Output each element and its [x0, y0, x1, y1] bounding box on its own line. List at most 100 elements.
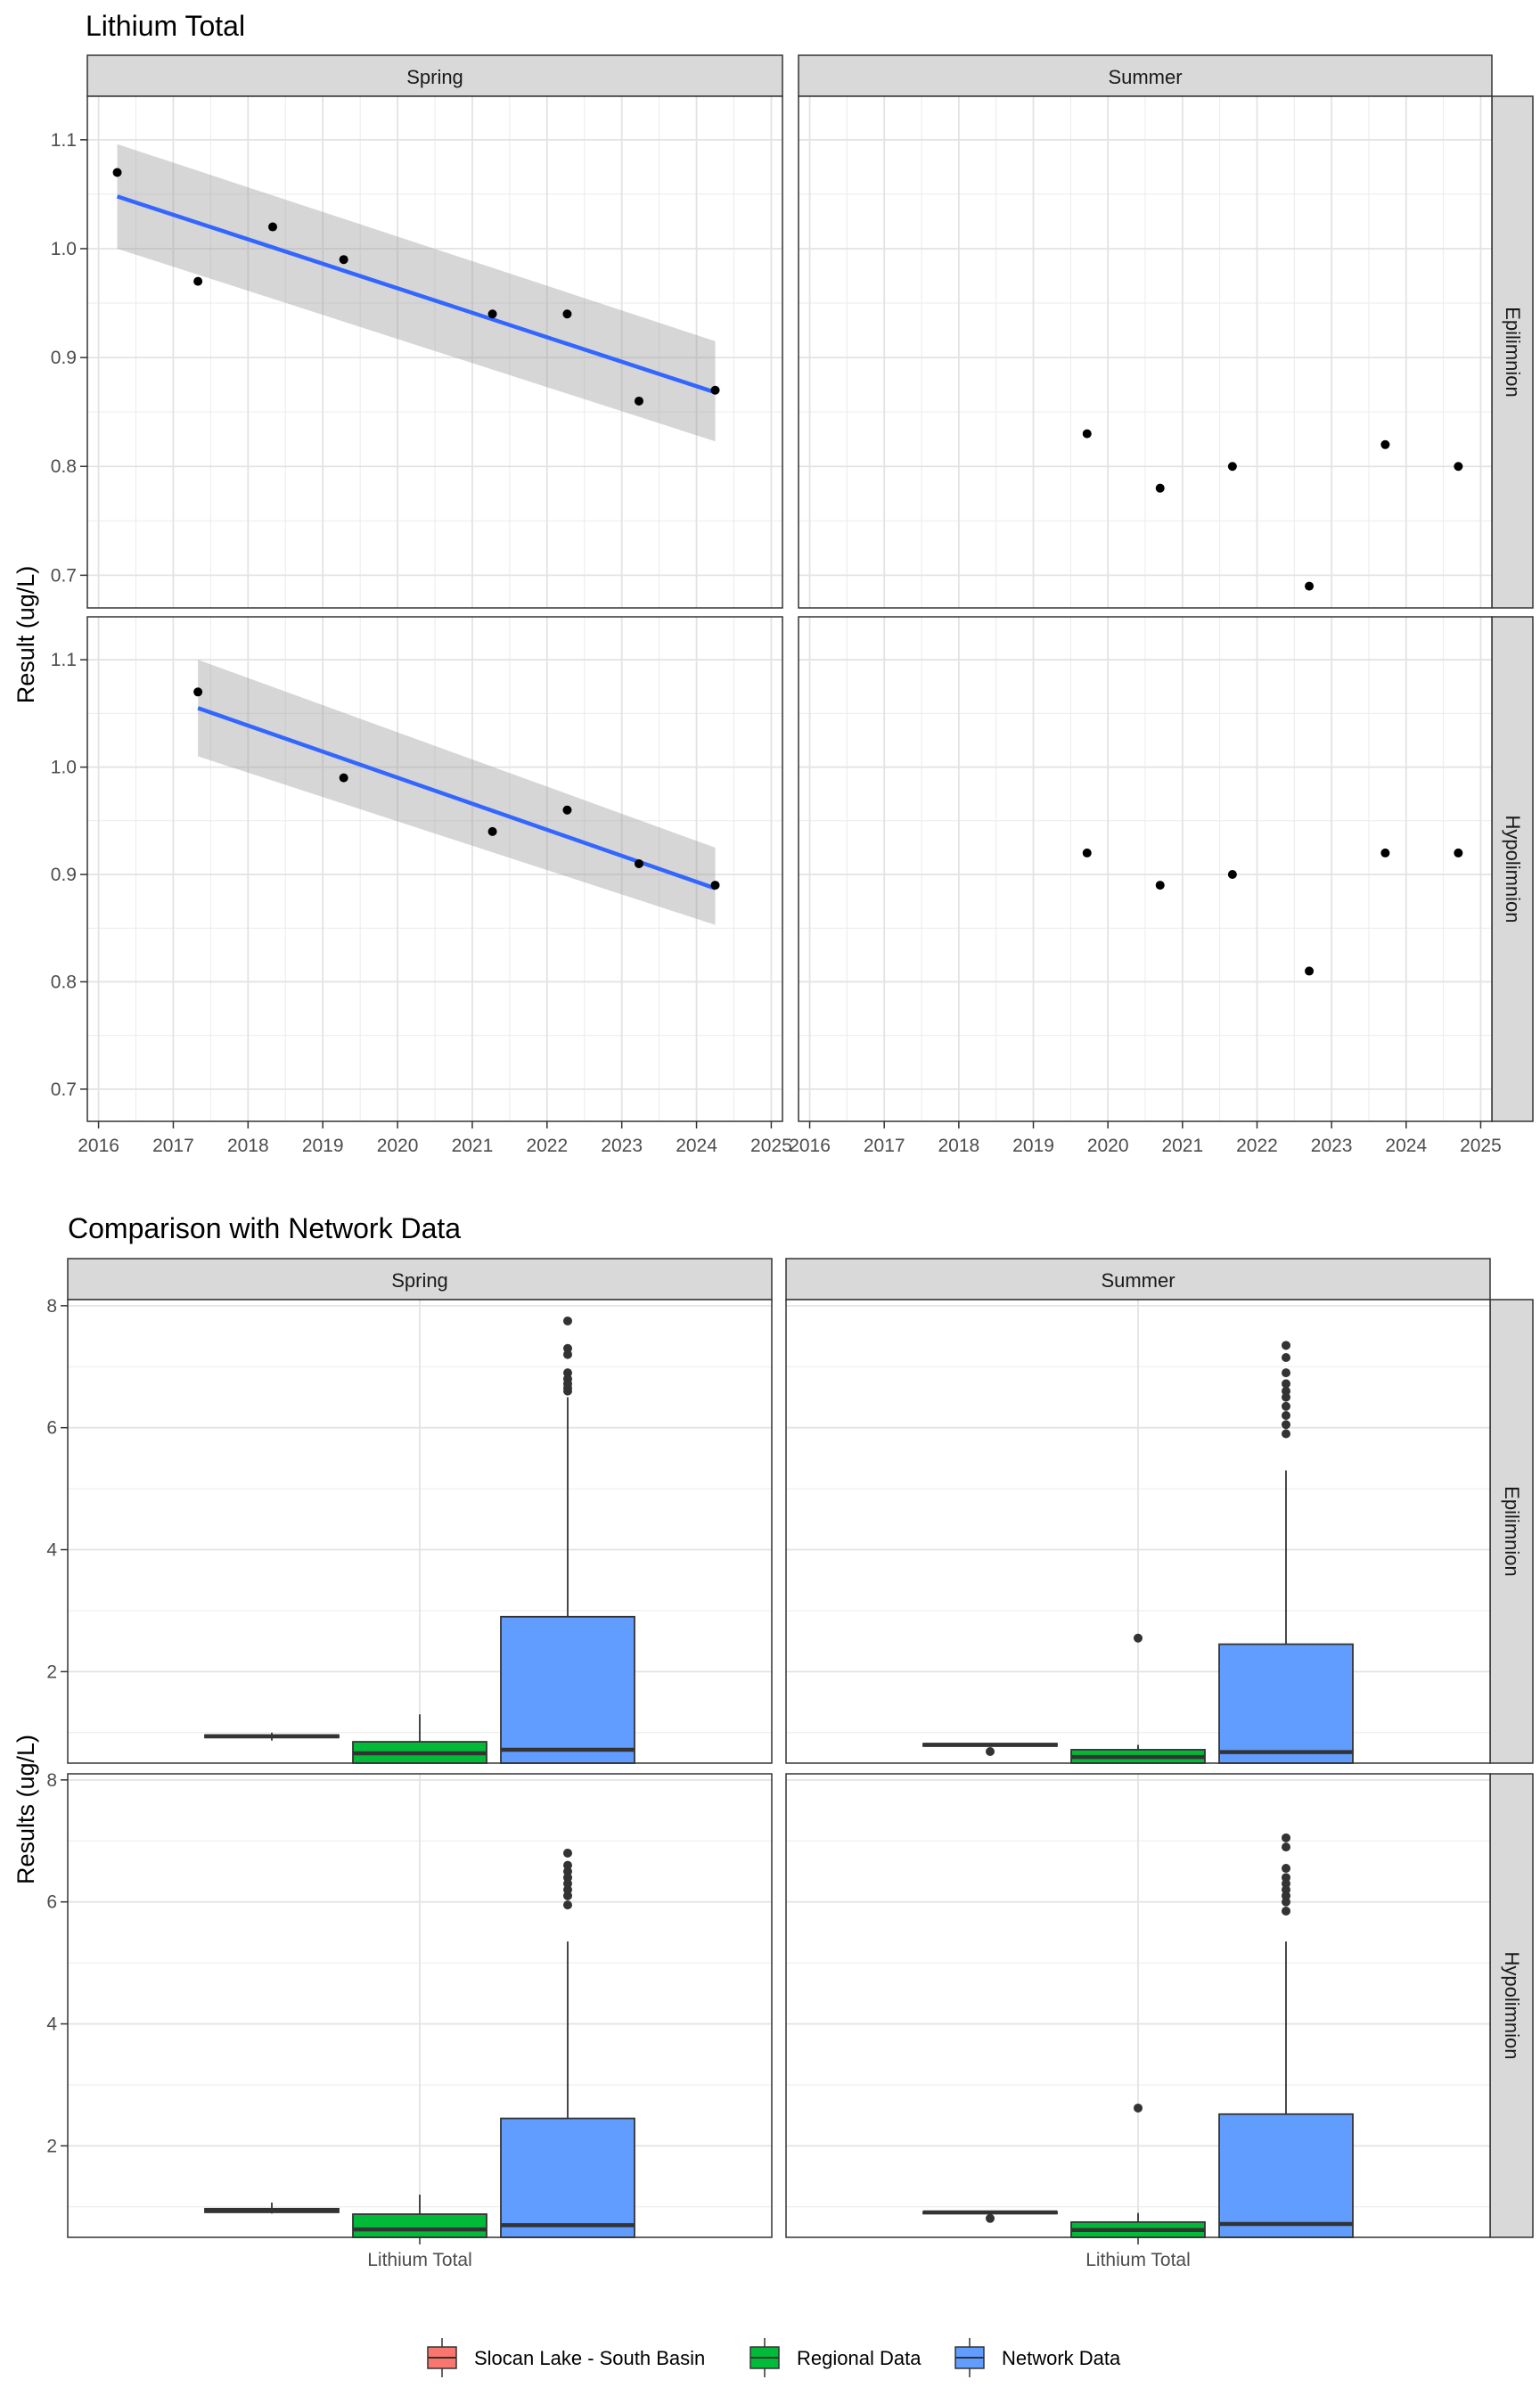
x-tick-label: 2025 — [750, 1136, 792, 1156]
legend-label: Regional Data — [797, 2347, 922, 2369]
box-body — [352, 2213, 487, 2238]
x-tick-label: 2016 — [789, 1136, 831, 1156]
outlier-point — [563, 1900, 572, 1910]
outlier-point — [1282, 1368, 1290, 1378]
data-point — [562, 805, 572, 815]
bottom-chart-title: Comparison with Network Data — [68, 1212, 461, 1244]
outlier-point — [563, 1350, 572, 1359]
data-point — [193, 687, 203, 697]
box-network-data — [500, 1848, 635, 2238]
legend-item: Network Data — [954, 2338, 1121, 2377]
panel-summer-hypolimnion — [785, 1773, 1491, 2238]
box-regional-data — [1070, 1633, 1206, 1764]
legend-item: Regional Data — [750, 2338, 922, 2377]
panel-summer-hypolimnion — [798, 616, 1493, 1122]
x-tick-label: 2025 — [1460, 1136, 1502, 1156]
y-tick-label: 0.9 — [51, 348, 77, 368]
x-tick-label: 2024 — [1385, 1136, 1427, 1156]
data-point — [1082, 429, 1092, 439]
outlier-point — [1282, 1341, 1290, 1350]
outlier-point — [1282, 1411, 1290, 1420]
facet-strip-spring — [67, 1258, 773, 1301]
x-tick-label: 2018 — [227, 1136, 269, 1156]
trend-line — [197, 706, 717, 890]
box-slocan-lake-south-basin — [922, 1743, 1058, 1756]
x-tick-label: Lithium Total — [1085, 2250, 1191, 2270]
facet-strip-label: Summer — [1101, 1269, 1175, 1292]
outlier-point — [1282, 1897, 1290, 1907]
y-tick-label: 2 — [46, 1662, 57, 1682]
outlier-point — [1282, 1879, 1290, 1889]
bottom-y-axis-label: Results (ug/L) — [12, 1735, 39, 1884]
outlier-point — [563, 1873, 572, 1883]
data-point — [1305, 581, 1315, 591]
outlier-point — [1282, 1401, 1290, 1411]
data-point — [1155, 881, 1165, 890]
panel-border — [86, 616, 783, 1122]
y-tick-label: 0.8 — [51, 972, 77, 992]
bottom-chart: Spring Summer Epilimnion Hypolimnion 2 4 6 8 2 4 6… — [46, 1258, 1534, 2270]
legend-label: Network Data — [1002, 2347, 1121, 2369]
y-tick-label: 6 — [46, 1418, 57, 1439]
outlier-point — [986, 2213, 995, 2223]
outlier-point — [1282, 1379, 1290, 1389]
panel-border — [785, 1299, 1491, 1764]
data-point — [1155, 483, 1165, 493]
facet-strip-summer — [798, 54, 1493, 97]
data-point — [1380, 439, 1390, 449]
data-point — [1227, 462, 1237, 472]
data-point — [339, 255, 348, 265]
facet-strip-hypolimnion — [1491, 616, 1534, 1122]
outlier-point — [563, 1867, 572, 1876]
box-regional-data — [352, 2195, 487, 2238]
panel-spring-epilimnion — [67, 1299, 773, 1764]
facet-strip-label: Hypolimnion — [1501, 1951, 1523, 2059]
facet-strip-label: Spring — [406, 66, 463, 88]
box-body — [1218, 1643, 1354, 1764]
outlier-point — [1282, 1353, 1290, 1362]
legend-label: Slocan Lake - South Basin — [474, 2347, 705, 2369]
data-point — [634, 858, 643, 868]
outlier-point — [1282, 1864, 1290, 1874]
x-tick-label: 2019 — [302, 1136, 344, 1156]
data-point — [710, 881, 720, 890]
outlier-point — [1282, 1392, 1290, 1402]
x-tick-label: 2022 — [526, 1136, 568, 1156]
outlier-point — [1282, 1891, 1290, 1900]
data-point — [112, 168, 122, 177]
top-chart-title: Lithium Total — [86, 10, 245, 42]
box-regional-data — [352, 1714, 487, 1764]
box-slocan-lake-south-basin — [204, 1732, 340, 1741]
x-tick-label: 2021 — [1161, 1136, 1203, 1156]
x-tick-label: 2021 — [452, 1136, 494, 1156]
panel-border — [86, 95, 783, 609]
y-tick-label: 4 — [46, 1540, 57, 1561]
legend-item: Slocan Lake - South Basin — [427, 2338, 705, 2377]
outlier-point — [1134, 1633, 1143, 1643]
data-point — [562, 309, 572, 319]
outlier-point — [563, 1860, 572, 1870]
data-point — [1380, 848, 1390, 857]
outlier-point — [1282, 1833, 1290, 1842]
box-network-data — [500, 1316, 635, 1764]
panel-border — [67, 1299, 773, 1764]
facet-strip-summer — [785, 1258, 1491, 1301]
box-slocan-lake-south-basin — [204, 2203, 340, 2214]
data-point — [193, 276, 203, 286]
data-point — [487, 826, 497, 836]
x-tick-label: 2017 — [152, 1136, 194, 1156]
y-tick-label: 0.7 — [51, 1079, 77, 1100]
x-tick-label: 2019 — [1012, 1136, 1054, 1156]
y-tick-label: 1.0 — [51, 758, 77, 778]
data-point — [710, 385, 720, 395]
panel-spring-epilimnion — [86, 95, 783, 609]
panel-spring-hypolimnion — [67, 1773, 773, 2238]
outlier-point — [1282, 1842, 1290, 1852]
y-tick-label: 1.1 — [51, 130, 77, 151]
confidence-band — [198, 660, 716, 925]
box-body — [500, 2117, 635, 2238]
outlier-point — [563, 1848, 572, 1858]
x-tick-label: 2020 — [1087, 1136, 1129, 1156]
facet-strip-epilimnion — [1489, 1299, 1534, 1764]
box-slocan-lake-south-basin — [922, 2210, 1058, 2223]
